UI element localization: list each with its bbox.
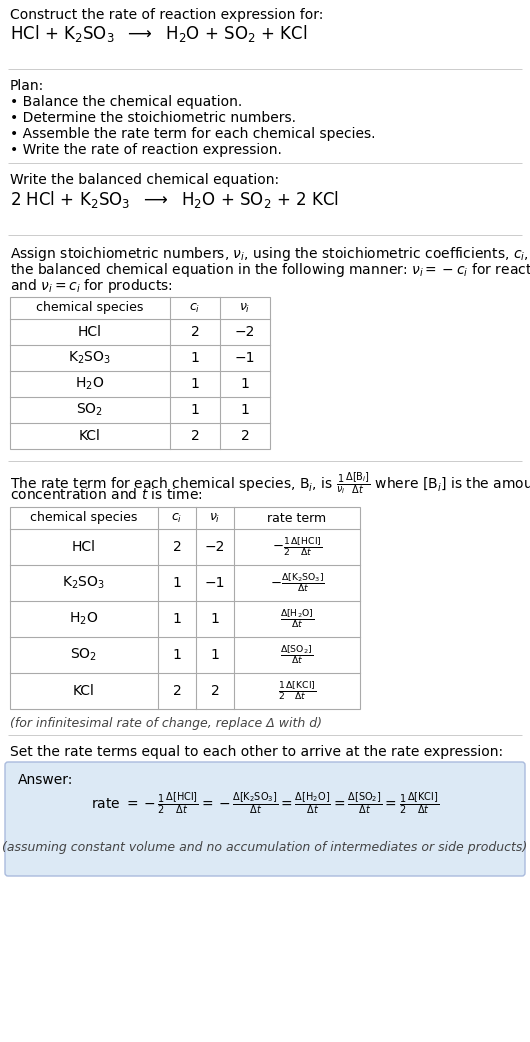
Text: 2: 2 [173,540,181,554]
Text: Plan:: Plan: [10,79,44,93]
Text: $c_i$: $c_i$ [189,301,201,315]
Text: K$_2$SO$_3$: K$_2$SO$_3$ [68,350,111,366]
Text: (assuming constant volume and no accumulation of intermediates or side products): (assuming constant volume and no accumul… [2,841,528,853]
Text: 1: 1 [191,403,199,417]
Text: KCl: KCl [79,429,101,443]
Text: 1: 1 [191,377,199,391]
Text: • Balance the chemical equation.: • Balance the chemical equation. [10,95,242,109]
Text: Write the balanced chemical equation:: Write the balanced chemical equation: [10,173,279,187]
Text: rate term: rate term [268,512,326,524]
Text: −1: −1 [205,576,225,590]
Text: concentration and $t$ is time:: concentration and $t$ is time: [10,487,202,502]
Text: K$_2$SO$_3$: K$_2$SO$_3$ [63,575,105,591]
Text: KCl: KCl [73,684,95,698]
Text: 2: 2 [191,325,199,339]
Text: $\frac{\Delta[\mathrm{SO_2}]}{\Delta t}$: $\frac{\Delta[\mathrm{SO_2}]}{\Delta t}$ [280,644,314,667]
Text: 1: 1 [173,648,181,662]
Text: the balanced chemical equation in the following manner: $\nu_i = -c_i$ for react: the balanced chemical equation in the fo… [10,260,530,279]
Bar [10,297,270,449]
Text: Assign stoichiometric numbers, $\nu_i$, using the stoichiometric coefficients, $: Assign stoichiometric numbers, $\nu_i$, … [10,245,530,263]
Text: Set the rate terms equal to each other to arrive at the rate expression:: Set the rate terms equal to each other t… [10,745,503,759]
Text: H$_2$O: H$_2$O [69,611,99,627]
Text: HCl + K$_2$SO$_3$  $\longrightarrow$  H$_2$O + SO$_2$ + KCl: HCl + K$_2$SO$_3$ $\longrightarrow$ H$_2… [10,23,307,44]
Text: 2: 2 [191,429,199,443]
Text: $-\frac{1}{2}\frac{\Delta[\mathrm{HCl}]}{\Delta t}$: $-\frac{1}{2}\frac{\Delta[\mathrm{HCl}]}… [272,536,322,559]
Text: $\nu_i$: $\nu_i$ [240,301,251,315]
Text: $\frac{\Delta[\mathrm{H_2O}]}{\Delta t}$: $\frac{\Delta[\mathrm{H_2O}]}{\Delta t}$ [280,607,314,630]
Text: chemical species: chemical species [30,512,138,524]
Text: chemical species: chemical species [37,301,144,315]
Text: 1: 1 [210,648,219,662]
Text: Answer:: Answer: [18,773,73,787]
Text: H$_2$O: H$_2$O [75,376,104,392]
Bar [10,507,360,709]
FancyBboxPatch shape [5,762,525,876]
Text: 1: 1 [241,403,250,417]
Text: • Determine the stoichiometric numbers.: • Determine the stoichiometric numbers. [10,111,296,125]
Text: HCl: HCl [78,325,102,339]
Text: Construct the rate of reaction expression for:: Construct the rate of reaction expressio… [10,8,323,22]
Text: 2: 2 [173,684,181,698]
Text: and $\nu_i = c_i$ for products:: and $\nu_i = c_i$ for products: [10,277,173,295]
Text: $c_i$: $c_i$ [171,512,183,524]
Text: $\frac{1}{2}\frac{\Delta[\mathrm{KCl}]}{\Delta t}$: $\frac{1}{2}\frac{\Delta[\mathrm{KCl}]}{… [278,680,316,702]
Text: • Write the rate of reaction expression.: • Write the rate of reaction expression. [10,143,282,157]
Text: • Assemble the rate term for each chemical species.: • Assemble the rate term for each chemic… [10,127,375,141]
Text: −1: −1 [235,351,255,365]
Text: 1: 1 [173,576,181,590]
Text: HCl: HCl [72,540,96,554]
Text: 1: 1 [210,612,219,626]
Text: 2: 2 [210,684,219,698]
Text: (for infinitesimal rate of change, replace Δ with d): (for infinitesimal rate of change, repla… [10,717,322,730]
Text: rate $= -\frac{1}{2}\frac{\Delta[\mathrm{HCl}]}{\Delta t} = -\frac{\Delta[\mathr: rate $= -\frac{1}{2}\frac{\Delta[\mathrm… [91,790,439,816]
Text: 1: 1 [241,377,250,391]
Text: −2: −2 [205,540,225,554]
Text: 1: 1 [173,612,181,626]
Text: $-\frac{\Delta[\mathrm{K_2SO_3}]}{\Delta t}$: $-\frac{\Delta[\mathrm{K_2SO_3}]}{\Delta… [270,572,324,594]
Text: −2: −2 [235,325,255,339]
Text: SO$_2$: SO$_2$ [70,647,98,663]
Text: 2 HCl + K$_2$SO$_3$  $\longrightarrow$  H$_2$O + SO$_2$ + 2 KCl: 2 HCl + K$_2$SO$_3$ $\longrightarrow$ H$… [10,189,339,210]
Text: The rate term for each chemical species, B$_i$, is $\frac{1}{\nu_i}\frac{\Delta[: The rate term for each chemical species,… [10,471,530,497]
Text: 1: 1 [191,351,199,365]
Text: $\nu_i$: $\nu_i$ [209,512,220,524]
Text: SO$_2$: SO$_2$ [76,402,103,418]
Text: 2: 2 [241,429,250,443]
